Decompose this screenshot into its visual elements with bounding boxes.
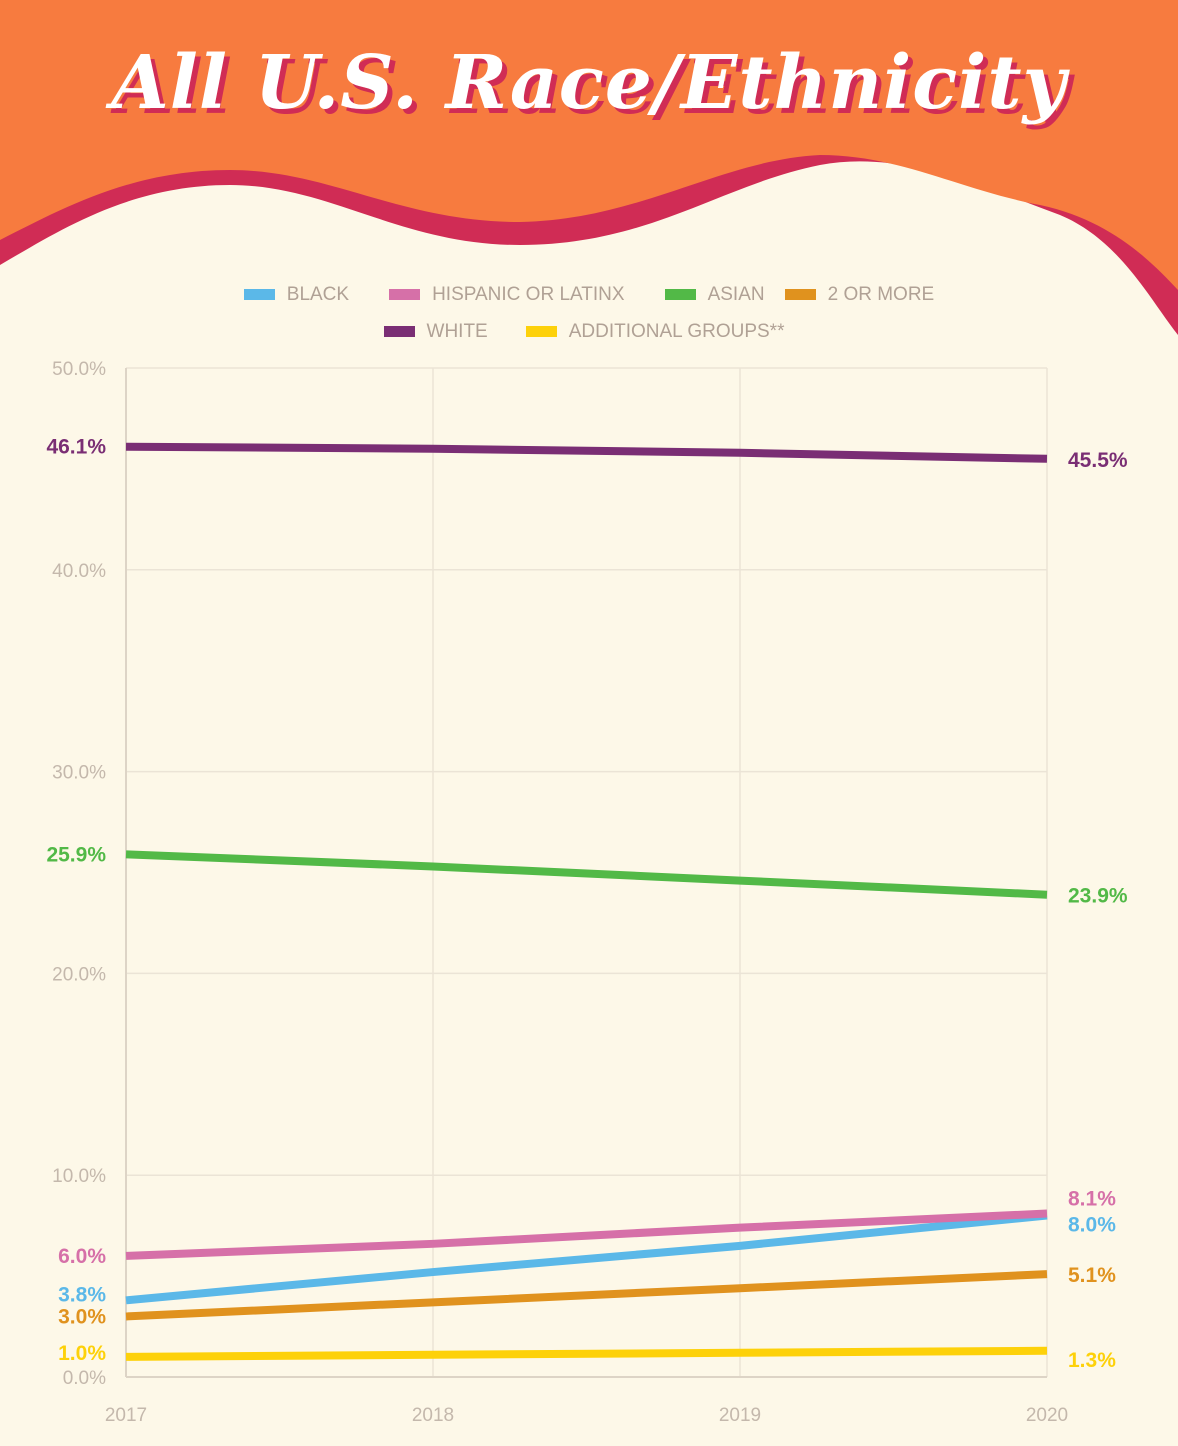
start-value-label: 6.0%: [58, 1245, 106, 1268]
end-value-label: 45.5%: [1068, 449, 1128, 472]
x-tick-label: 2019: [719, 1405, 761, 1426]
y-tick-label: 40.0%: [52, 561, 106, 582]
legend-label: BLACK: [286, 283, 350, 305]
legend-item-asian: ASIAN: [664, 283, 765, 306]
end-value-label: 8.1%: [1068, 1188, 1116, 1211]
series-line-black: [125, 1211, 1048, 1305]
start-value-label: 46.1%: [46, 436, 106, 459]
legend-item-black: BLACK: [243, 283, 350, 306]
y-tick-label: 30.0%: [52, 763, 106, 784]
orange-wave: [0, 0, 1178, 290]
end-value-label: 5.1%: [1068, 1264, 1116, 1287]
start-value-label: 3.8%: [58, 1283, 106, 1306]
legend-item-white: WHITE: [383, 320, 488, 343]
legend-swatch: [664, 289, 696, 300]
legend-swatch: [389, 289, 421, 300]
y-tick-label: 50.0%: [52, 359, 106, 380]
legend-item-additional-groups: ADDITIONAL GROUPS**: [525, 320, 785, 343]
legend-swatch: [383, 326, 415, 337]
series-line-2-or-more: [125, 1270, 1048, 1321]
legend-swatch: [243, 289, 275, 300]
chart-title: All U.S. Race/Ethnicity: [111, 40, 1067, 126]
legend-label: HISPANIC OR LATINX: [432, 283, 625, 305]
y-tick-label: 10.0%: [52, 1166, 106, 1187]
start-value-label: 3.0%: [58, 1305, 106, 1328]
start-value-label: 1.0%: [58, 1342, 106, 1365]
legend-swatch: [784, 289, 816, 300]
series-line-white: [125, 442, 1048, 463]
start-value-label: 25.9%: [46, 843, 106, 866]
y-tick-label: 0.0%: [63, 1368, 106, 1389]
x-tick-label: 2017: [105, 1405, 147, 1426]
legend-label: WHITE: [426, 320, 488, 342]
series-line-additional-groups-: [125, 1346, 1048, 1361]
legend-label: ASIAN: [707, 283, 765, 305]
end-value-label: 23.9%: [1068, 885, 1128, 908]
series-line-asian: [125, 850, 1048, 899]
y-tick-label: 20.0%: [52, 964, 106, 985]
series-line-hispanic-or-latinx: [125, 1209, 1048, 1260]
legend-item-2-or-more: 2 OR MORE: [784, 283, 935, 306]
end-value-label: 8.0%: [1068, 1214, 1116, 1237]
end-value-label: 1.3%: [1068, 1349, 1116, 1372]
legend-label: 2 OR MORE: [827, 283, 935, 305]
legend-item-hispanic: HISPANIC OR LATINX: [389, 284, 625, 306]
legend-label: ADDITIONAL GROUPS**: [568, 320, 785, 342]
header-banner: [0, 0, 1178, 340]
legend: BLACK HISPANIC OR LATINX ASIAN 2 OR MORE…: [0, 276, 1178, 350]
legend-swatch: [525, 326, 557, 337]
x-tick-label: 2020: [1026, 1405, 1068, 1426]
x-tick-label: 2018: [412, 1405, 454, 1426]
